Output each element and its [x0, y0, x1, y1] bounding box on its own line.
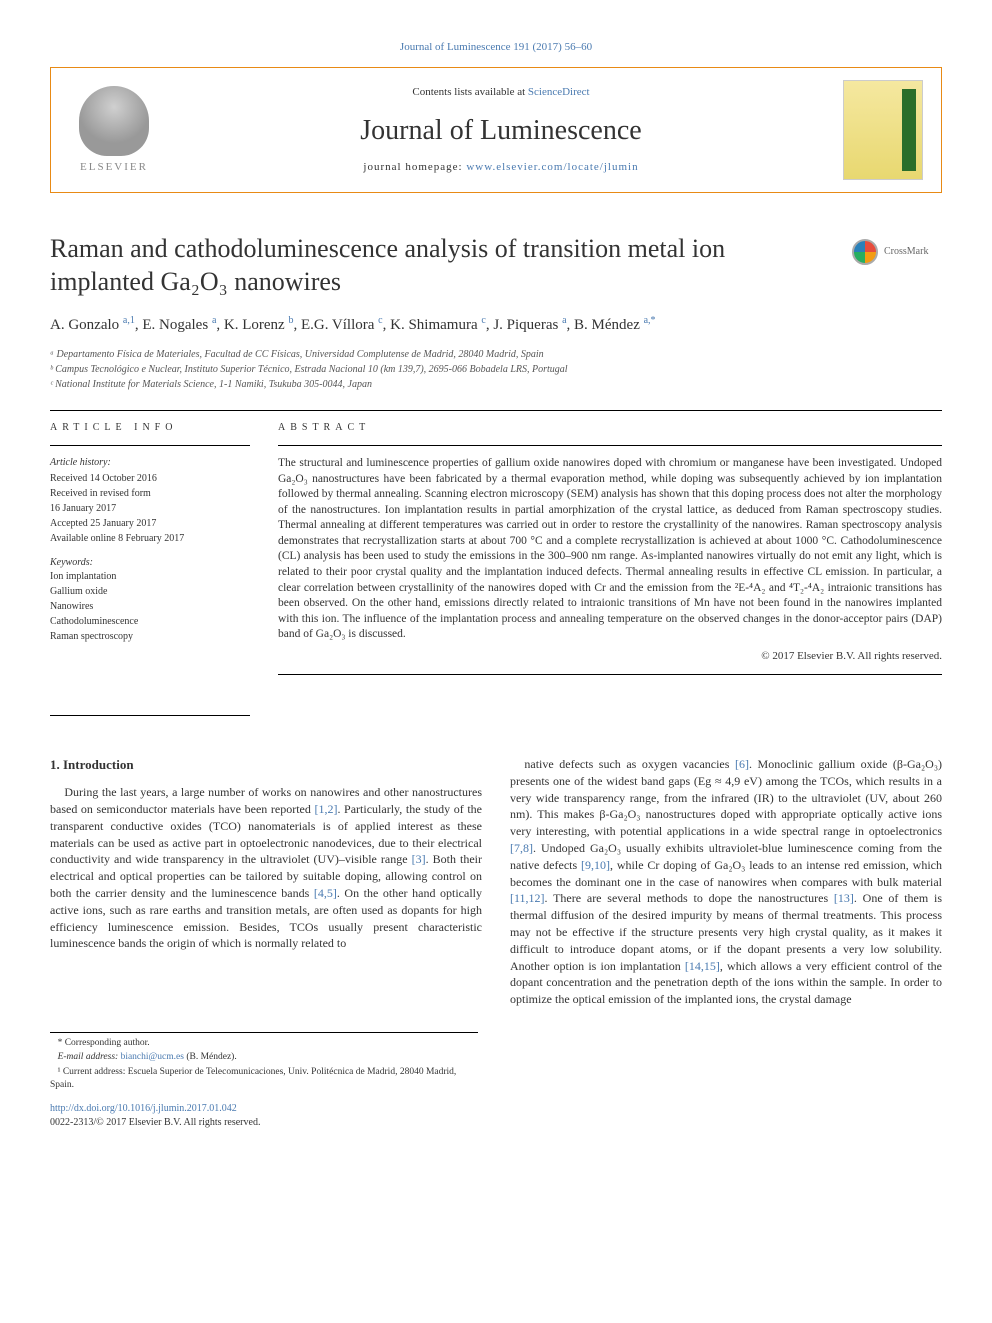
affiliation-line: ᶜ National Institute for Materials Scien…: [50, 378, 942, 392]
journal-homepage: journal homepage: www.elsevier.com/locat…: [159, 160, 843, 175]
citation-link[interactable]: [3]: [412, 852, 426, 866]
corresponding-author-note: * Corresponding author.: [50, 1037, 478, 1050]
abstract-text: The structural and luminescence properti…: [278, 456, 942, 642]
divider: [278, 674, 942, 675]
abstract-label: ABSTRACT: [278, 421, 942, 435]
keyword-line: Nanowires: [50, 600, 250, 614]
journal-header: ELSEVIER Contents lists available at Sci…: [50, 67, 942, 193]
lists-available-text: Contents lists available at ScienceDirec…: [159, 85, 843, 100]
left-column: 1. Introduction During the last years, a…: [50, 756, 482, 1008]
title-row: Raman and cathodoluminescence analysis o…: [50, 233, 942, 298]
history-label: Article history:: [50, 456, 250, 470]
article-info-column: ARTICLE INFO Article history: Received 1…: [50, 421, 250, 685]
divider: [50, 715, 250, 716]
email-suffix: (B. Méndez).: [184, 1052, 237, 1062]
intro-para-left: During the last years, a large number of…: [50, 784, 482, 952]
citation-link[interactable]: [6]: [735, 757, 749, 771]
journal-ref-link[interactable]: Journal of Luminescence 191 (2017) 56–60: [50, 40, 942, 55]
citation-link[interactable]: [13]: [834, 891, 854, 905]
header-center: Contents lists available at ScienceDirec…: [159, 85, 843, 175]
divider: [50, 410, 942, 411]
affiliation-line: ᵃ Departamento Física de Materiales, Fac…: [50, 348, 942, 362]
elsevier-tree-icon: [79, 86, 149, 156]
journal-name: Journal of Luminescence: [159, 111, 843, 150]
history-line: Received in revised form: [50, 487, 250, 501]
history-line: Available online 8 February 2017: [50, 532, 250, 546]
intro-para-right: native defects such as oxygen vacancies …: [510, 756, 942, 1008]
sciencedirect-link[interactable]: ScienceDirect: [528, 86, 590, 98]
doi-block: http://dx.doi.org/10.1016/j.jlumin.2017.…: [50, 1102, 942, 1130]
affiliation-line: ᵇ Campus Tecnológico e Nuclear, Institut…: [50, 363, 942, 377]
current-address-note: ¹ Current address: Escuela Superior de T…: [50, 1066, 478, 1093]
abstract-copyright: © 2017 Elsevier B.V. All rights reserved…: [278, 649, 942, 664]
abstract-column: ABSTRACT The structural and luminescence…: [278, 421, 942, 685]
history-line: Received 14 October 2016: [50, 472, 250, 486]
divider: [50, 445, 250, 446]
intro-heading: 1. Introduction: [50, 756, 482, 774]
keyword-line: Raman spectroscopy: [50, 630, 250, 644]
issn-copyright: 0022-2313/© 2017 Elsevier B.V. All right…: [50, 1117, 260, 1128]
keyword-line: Ion implantation: [50, 570, 250, 584]
article-info-label: ARTICLE INFO: [50, 421, 250, 435]
elsevier-logo: ELSEVIER: [69, 80, 159, 180]
citation-link[interactable]: [14,15]: [685, 959, 720, 973]
body-columns: 1. Introduction During the last years, a…: [50, 756, 942, 1008]
history-line: Accepted 25 January 2017: [50, 517, 250, 531]
keywords-label: Keywords:: [50, 556, 250, 570]
crossmark-badge[interactable]: CrossMark: [852, 239, 942, 265]
email-line: E-mail address: bianchi@ucm.es (B. Ménde…: [50, 1051, 478, 1064]
citation-link[interactable]: [7,8]: [510, 841, 533, 855]
citation-link[interactable]: [4,5]: [314, 886, 337, 900]
citation-link[interactable]: [1,2]: [314, 802, 337, 816]
cover-stripe: [902, 89, 916, 171]
history-line: 16 January 2017: [50, 502, 250, 516]
author-email-link[interactable]: bianchi@ucm.es: [121, 1052, 184, 1062]
divider: [278, 445, 942, 446]
publisher-name: ELSEVIER: [80, 160, 148, 175]
lists-prefix: Contents lists available at: [412, 86, 527, 98]
crossmark-label: CrossMark: [884, 245, 928, 259]
right-column: native defects such as oxygen vacancies …: [510, 756, 942, 1008]
homepage-link[interactable]: www.elsevier.com/locate/jlumin: [466, 161, 638, 173]
homepage-label: journal homepage:: [363, 161, 466, 173]
doi-link[interactable]: http://dx.doi.org/10.1016/j.jlumin.2017.…: [50, 1103, 237, 1114]
citation-link[interactable]: [9,10]: [581, 858, 610, 872]
crossmark-icon: [852, 239, 878, 265]
article-title: Raman and cathodoluminescence analysis o…: [50, 233, 832, 298]
journal-cover-thumbnail: [843, 80, 923, 180]
email-label: E-mail address:: [58, 1052, 121, 1062]
info-abstract-row: ARTICLE INFO Article history: Received 1…: [50, 421, 942, 685]
citation-link[interactable]: [11,12]: [510, 891, 545, 905]
keyword-line: Gallium oxide: [50, 585, 250, 599]
affiliations: ᵃ Departamento Física de Materiales, Fac…: [50, 348, 942, 392]
author-list: A. Gonzalo a,1, E. Nogales a, K. Lorenz …: [50, 314, 942, 336]
keyword-line: Cathodoluminescence: [50, 615, 250, 629]
footer-notes: * Corresponding author. E-mail address: …: [50, 1032, 478, 1092]
